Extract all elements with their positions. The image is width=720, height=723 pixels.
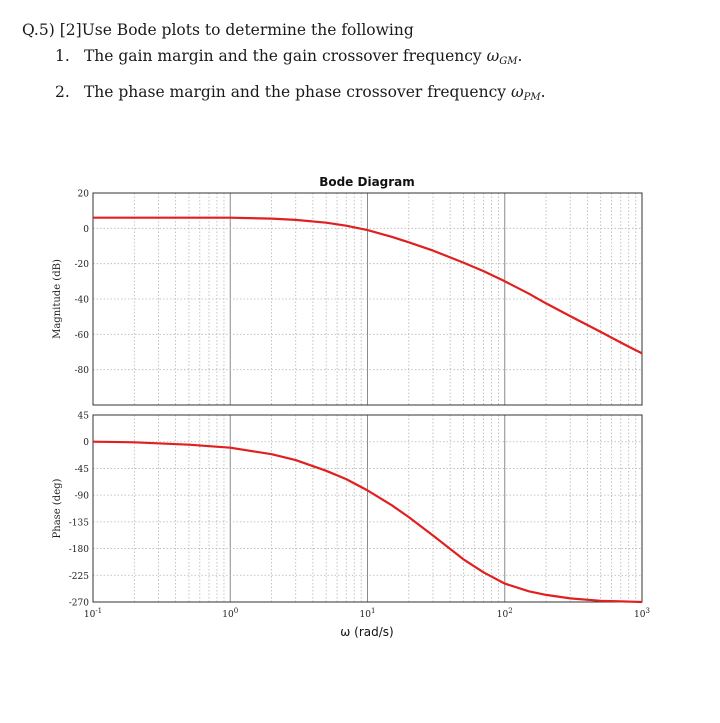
x-tick-label: 101 <box>360 607 376 620</box>
item-end: . <box>540 83 546 101</box>
question-marks: [2] <box>59 21 82 39</box>
y-tick-label: -20 <box>75 260 90 270</box>
y-tick-label: 45 <box>78 412 90 422</box>
item-text: The phase margin and the phase crossover… <box>83 83 507 101</box>
x-tick-label: 100 <box>222 607 238 620</box>
omega-symbol: ω <box>486 47 500 65</box>
y-axis-label: Magnitude (dB) <box>52 259 63 339</box>
question-item-2: 2. The phase margin and the phase crosso… <box>55 83 546 103</box>
x-tick-label: 103 <box>634 607 650 620</box>
x-tick-label: 102 <box>497 607 513 620</box>
chart-title: Bode Diagram <box>319 175 415 189</box>
y-tick-label: 0 <box>83 225 89 235</box>
phase-curve <box>92 440 643 604</box>
y-tick-label: -180 <box>69 545 89 555</box>
plot-frame <box>92 192 643 406</box>
magnitude-panel: 20 0 -20 -40 -60 -80 Magnitude (dB) <box>52 190 643 406</box>
y-tick-label: -60 <box>75 331 90 341</box>
magnitude-curve <box>93 216 643 355</box>
y-tick-label: 20 <box>78 190 90 200</box>
omega-subscript: GM <box>499 56 518 67</box>
y-tick-label: -45 <box>75 465 90 475</box>
plot-frame <box>92 414 643 603</box>
y-axis-label: Phase (deg) <box>52 478 63 538</box>
item-number: 2. <box>55 83 70 101</box>
y-tick-label: -90 <box>75 492 90 502</box>
question-prompt: Use Bode plots to determine the followin… <box>81 21 414 39</box>
y-tick-label: -225 <box>69 572 89 582</box>
phase-panel: 45 0 -45 -90 -135 -180 -225 -270 Phase (deg) 10-1… <box>52 412 650 621</box>
x-tick-label: 10-1 <box>84 607 102 620</box>
item-text: The gain margin and the gain crossover f… <box>83 47 482 65</box>
question-header: Q.5) [2]Use Bode plots to determine the … <box>22 21 414 39</box>
item-end: . <box>517 47 523 65</box>
y-tick-label: -135 <box>69 518 89 528</box>
y-tick-label: -270 <box>69 599 89 609</box>
y-tick-label: -40 <box>75 296 90 306</box>
question-item-1: 1. The gain margin and the gain crossove… <box>55 47 522 67</box>
y-tick-label: -80 <box>75 366 90 376</box>
item-number: 1. <box>55 47 70 65</box>
x-axis-label: ω (rad/s) <box>340 625 393 639</box>
omega-symbol: ω <box>510 83 524 101</box>
question-label: Q.5) <box>22 21 55 39</box>
y-tick-label: 0 <box>83 438 89 448</box>
omega-subscript: PM <box>523 92 541 103</box>
